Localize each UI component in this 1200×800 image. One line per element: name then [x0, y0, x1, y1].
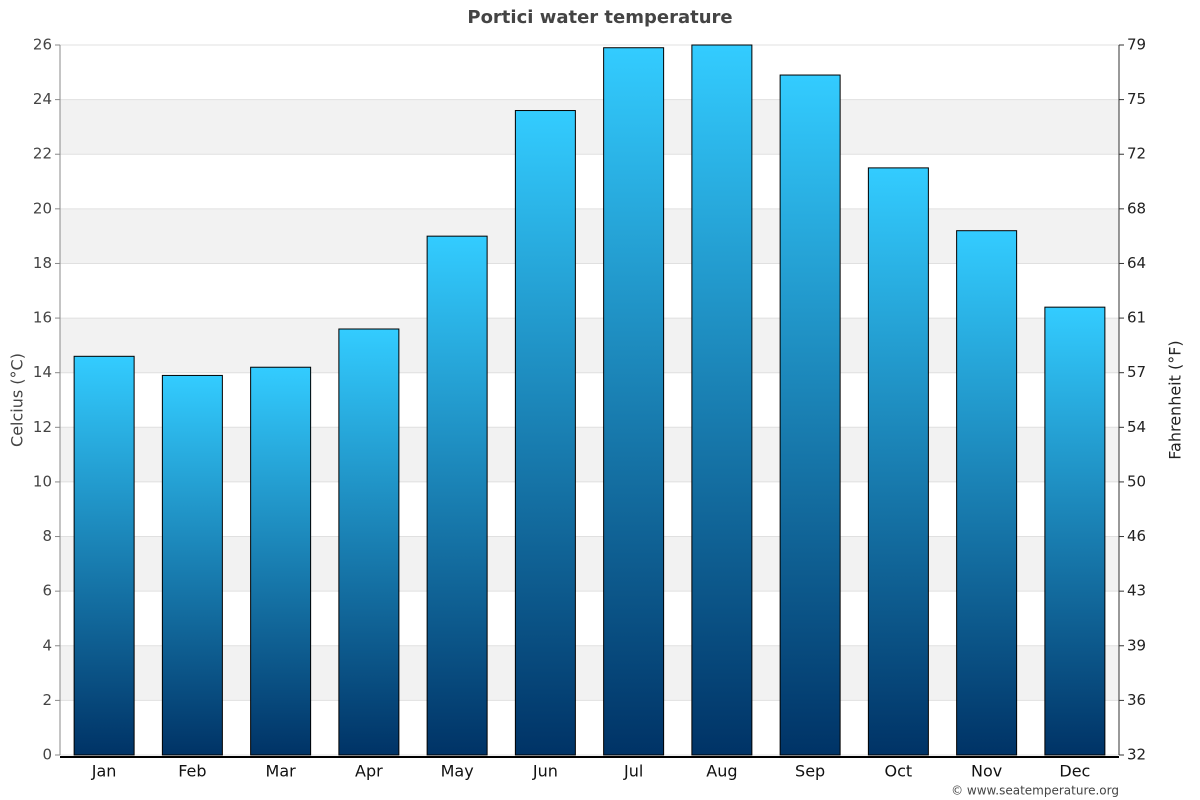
x-tick-label: Jun — [532, 762, 558, 781]
x-tick-label: Sep — [795, 762, 825, 781]
bar — [779, 74, 841, 756]
bar — [514, 110, 576, 756]
y-tick-label: 10 — [33, 472, 52, 490]
chart-title: Portici water temperature — [467, 7, 732, 28]
bar — [73, 355, 135, 756]
x-tick-label: Aug — [706, 762, 737, 781]
y2-axis-title: Fahrenheit (°F) — [1166, 340, 1185, 459]
y2-tick-label: 57 — [1127, 363, 1146, 381]
x-tick-label: Oct — [885, 762, 913, 781]
bar — [1044, 306, 1106, 756]
y2-tick-label: 32 — [1127, 746, 1146, 764]
bar — [161, 374, 223, 756]
x-tick-label: Feb — [178, 762, 206, 781]
credit: © www.seatemperature.org — [951, 784, 1119, 798]
y-tick-label: 12 — [33, 418, 52, 436]
y-tick-label: 22 — [33, 145, 52, 163]
y-tick-label: 26 — [33, 36, 52, 54]
y2-tick-label: 68 — [1127, 199, 1146, 217]
y2-tick-label: 61 — [1127, 309, 1146, 327]
y2-tick-label: 54 — [1127, 418, 1146, 436]
y-tick-label: 2 — [42, 691, 52, 709]
y2-tick-label: 75 — [1127, 90, 1146, 108]
bar — [867, 167, 929, 756]
bar — [250, 366, 312, 756]
bar — [691, 44, 753, 756]
y-tick-label: 18 — [33, 254, 52, 272]
y-tick-label: 8 — [42, 527, 52, 545]
bar — [956, 230, 1018, 756]
y2-tick-label: 39 — [1127, 636, 1146, 654]
band — [60, 318, 1119, 373]
y-tick-label: 20 — [33, 199, 52, 217]
x-tick-label: Apr — [355, 762, 383, 781]
x-tick-label: Jul — [623, 762, 643, 781]
band — [60, 99, 1119, 155]
y2-tick-label: 72 — [1127, 145, 1146, 163]
y-tick-label: 0 — [42, 746, 52, 764]
x-tick-label: Jan — [91, 762, 117, 781]
x-tick-label: May — [441, 762, 474, 781]
y2-tick-label: 50 — [1127, 472, 1146, 490]
y-tick-label: 14 — [33, 363, 52, 381]
x-tick-label: Mar — [266, 762, 297, 781]
band — [60, 645, 1119, 701]
y-tick-label: 24 — [33, 90, 52, 108]
y2-tick-label: 46 — [1127, 527, 1146, 545]
y2-tick-label: 36 — [1127, 691, 1146, 709]
y-axis-title: Celcius (°C) — [8, 353, 27, 447]
band — [60, 536, 1119, 592]
y2-tick-label: 79 — [1127, 36, 1146, 54]
y-tick-label: 16 — [33, 309, 52, 327]
bar — [603, 47, 665, 756]
x-tick-label: Dec — [1059, 762, 1090, 781]
y-tick-label: 4 — [42, 636, 52, 654]
y2-tick-label: 64 — [1127, 254, 1146, 272]
band — [60, 208, 1119, 264]
y2-tick-label: 43 — [1127, 582, 1146, 600]
y-tick-label: 6 — [42, 582, 52, 600]
bar — [426, 235, 488, 756]
band — [60, 427, 1119, 482]
bar — [338, 328, 400, 756]
x-tick-label: Nov — [971, 762, 1002, 781]
